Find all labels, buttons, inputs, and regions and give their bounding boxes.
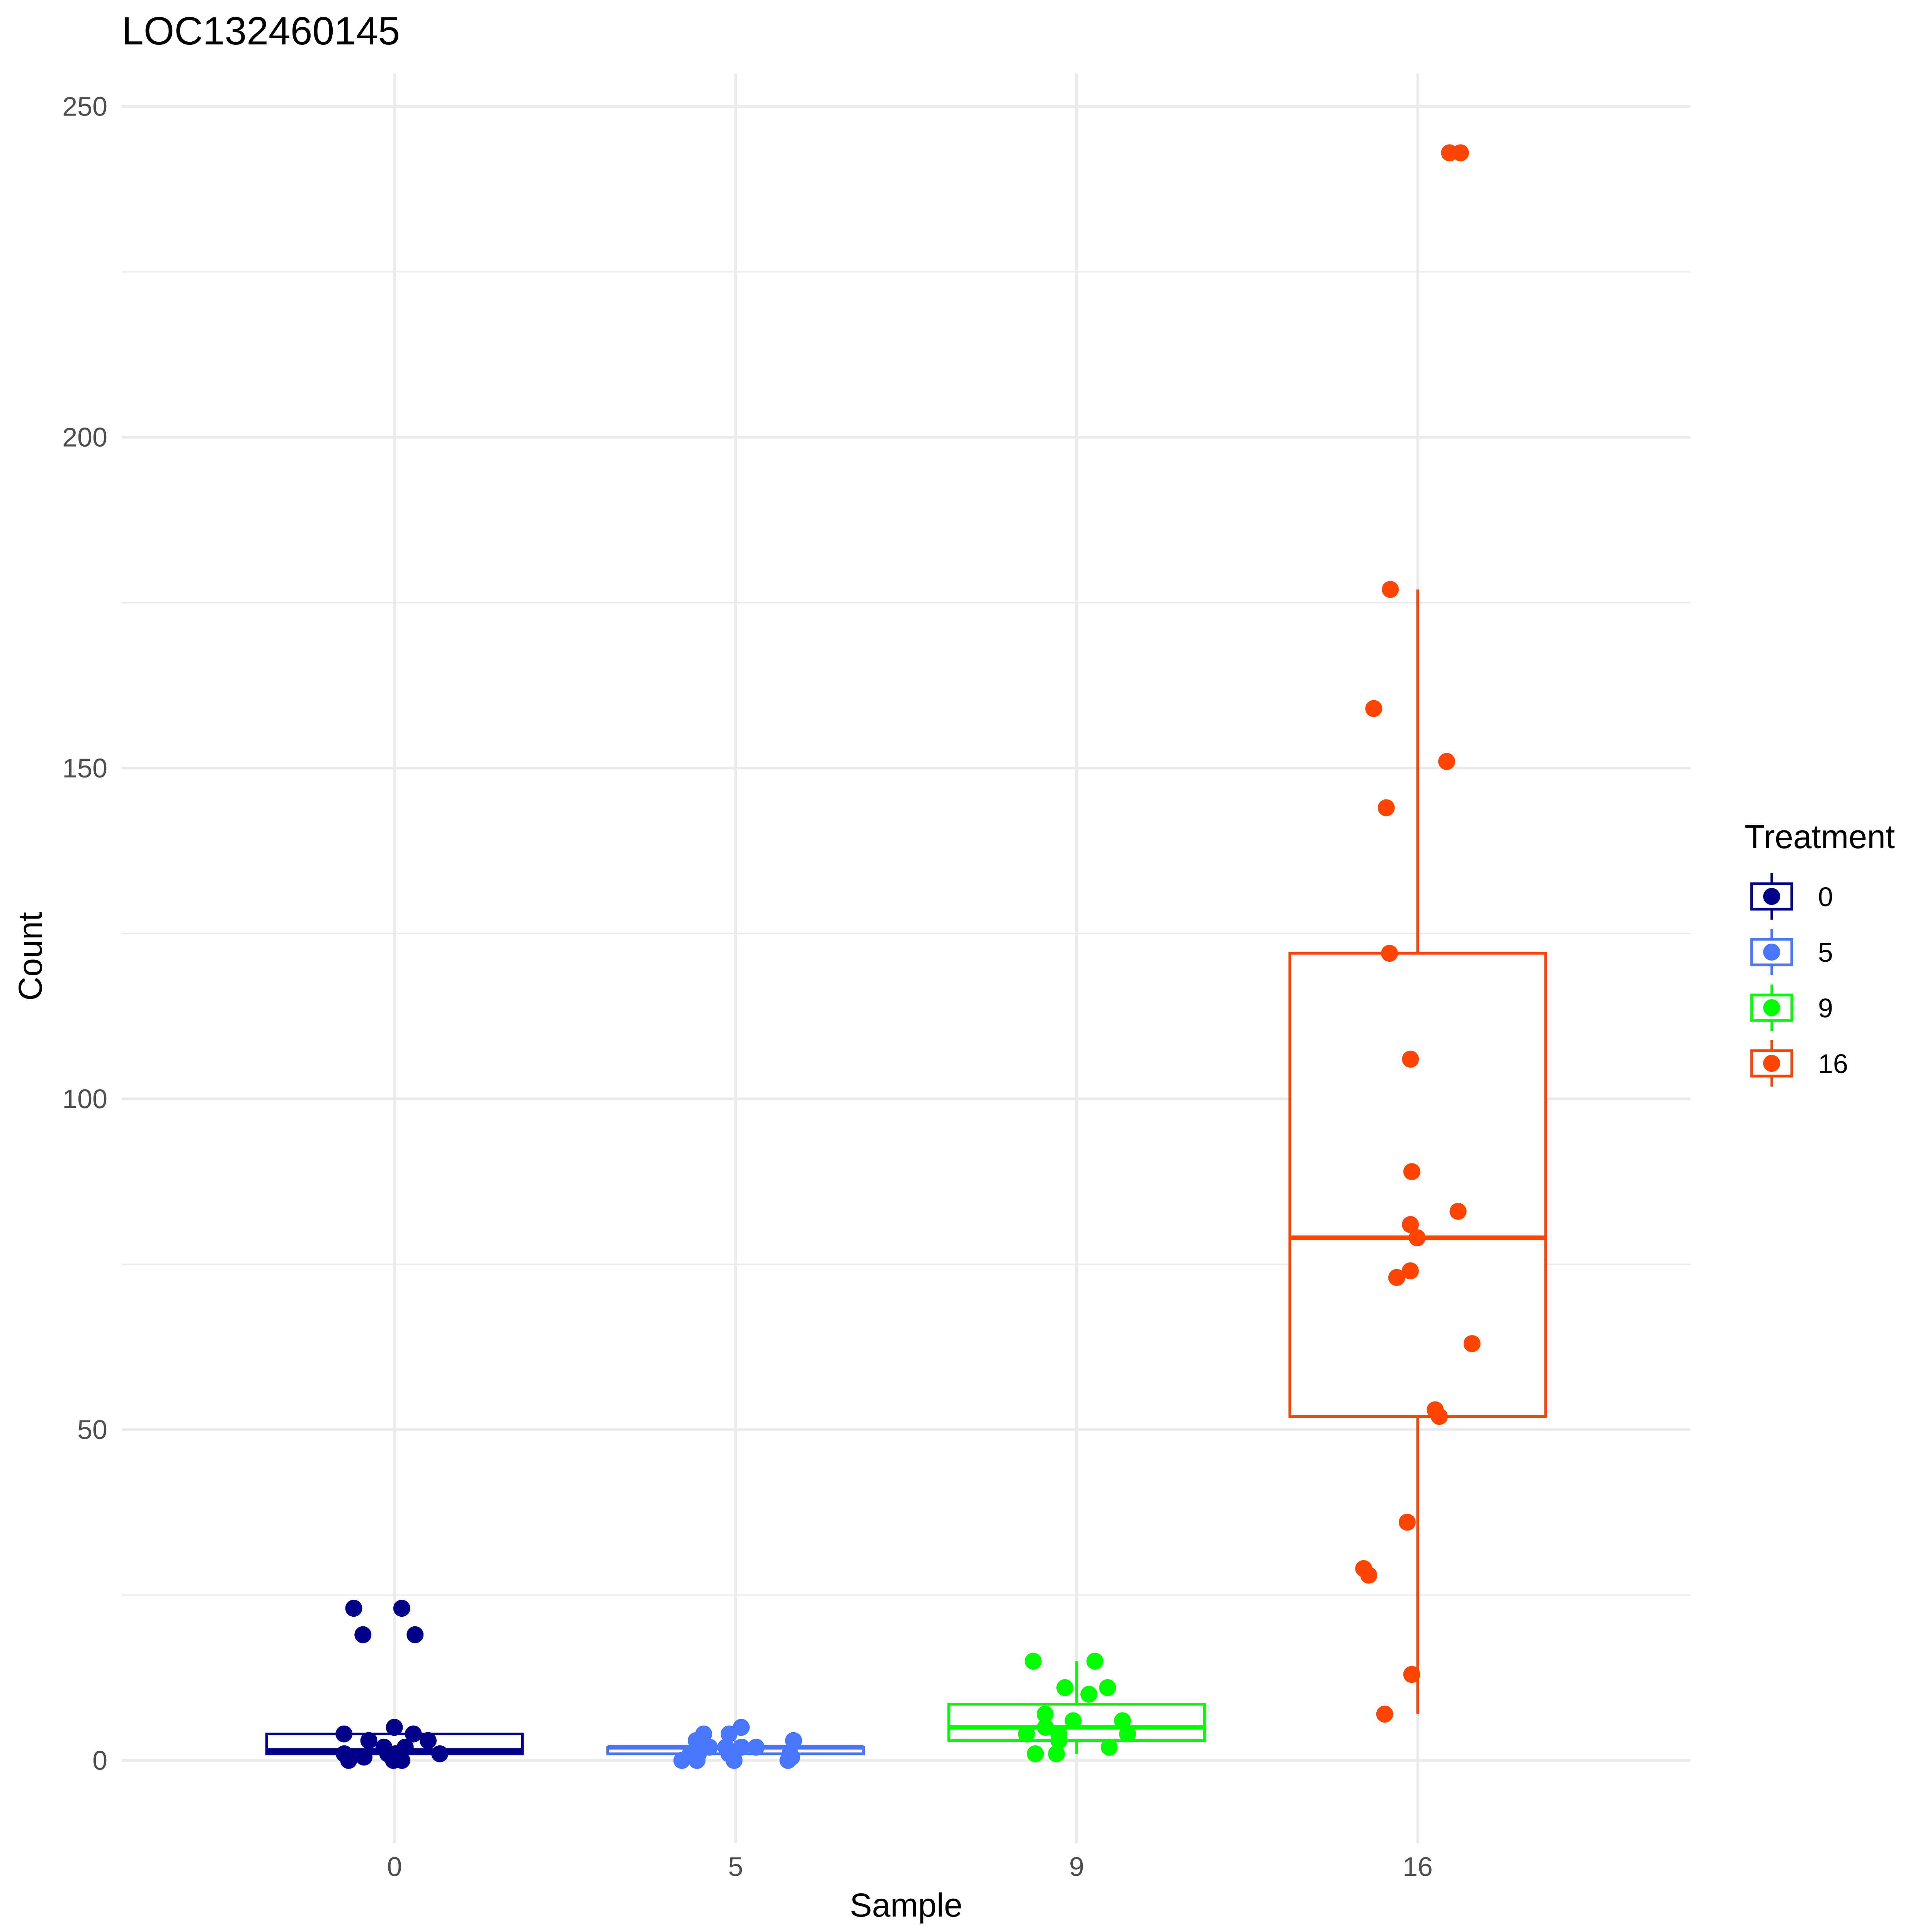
legend-title: Treatment — [1745, 818, 1895, 855]
data-point-16 — [1463, 1335, 1481, 1352]
data-point-16 — [1388, 1269, 1405, 1286]
data-point-16 — [1408, 1229, 1426, 1247]
y-tick-label: 250 — [62, 92, 107, 122]
data-point-0 — [375, 1738, 393, 1756]
data-point-16 — [1427, 1401, 1444, 1418]
data-point-16 — [1355, 1560, 1372, 1577]
data-point-5 — [717, 1738, 735, 1756]
data-point-9 — [1018, 1725, 1035, 1743]
data-point-16 — [1438, 753, 1455, 770]
data-point-0 — [396, 1738, 414, 1756]
data-point-9 — [1037, 1719, 1054, 1736]
y-axis: 0 50 100 150 200 250 — [62, 92, 107, 1776]
box-layer — [265, 589, 1547, 1760]
data-point-0 — [335, 1725, 353, 1743]
data-point-5 — [785, 1732, 802, 1749]
legend-key-0 — [1750, 873, 1793, 920]
x-tick-label: 9 — [1069, 1852, 1084, 1882]
data-point-0 — [419, 1732, 437, 1749]
legend-key-16 — [1750, 1040, 1793, 1087]
y-tick-label: 50 — [77, 1415, 107, 1445]
data-point-9 — [1119, 1725, 1136, 1743]
chart-title: LOC132460145 — [122, 9, 400, 53]
data-point-16 — [1402, 1051, 1419, 1068]
data-point-0 — [345, 1600, 362, 1617]
data-point-9 — [1027, 1745, 1044, 1762]
data-point-16 — [1403, 1666, 1420, 1683]
legend-key-5 — [1750, 929, 1793, 975]
y-tick-label: 100 — [62, 1084, 107, 1114]
y-axis-title: Count — [12, 912, 49, 1001]
data-point-16 — [1381, 945, 1398, 962]
data-point-9 — [1048, 1745, 1065, 1762]
data-point-16 — [1402, 1216, 1419, 1233]
data-point-9 — [1050, 1725, 1067, 1743]
box-iqr — [947, 1702, 1206, 1742]
data-point-16 — [1449, 1202, 1467, 1220]
data-point-9 — [1100, 1738, 1118, 1756]
data-point-0 — [406, 1626, 424, 1643]
data-point-0 — [431, 1745, 449, 1762]
y-tick-label: 0 — [92, 1745, 107, 1776]
y-tick-label: 150 — [62, 753, 107, 783]
data-point-5 — [701, 1738, 718, 1756]
legend-point — [1763, 999, 1780, 1016]
data-point-5 — [781, 1745, 799, 1762]
data-point-16 — [1452, 144, 1469, 162]
data-point-5 — [747, 1738, 765, 1756]
data-point-16 — [1401, 1262, 1419, 1279]
data-point-0 — [386, 1719, 403, 1736]
point-layer — [335, 144, 1481, 1769]
data-point-16 — [1365, 700, 1383, 717]
data-point-0 — [335, 1745, 353, 1762]
data-point-9 — [1080, 1685, 1098, 1703]
data-point-16 — [1403, 1163, 1420, 1180]
data-point-0 — [354, 1626, 372, 1643]
legend-point — [1763, 888, 1780, 905]
legend-point — [1763, 1055, 1780, 1072]
x-axis-title: Sample — [850, 1887, 963, 1924]
box-16 — [1288, 589, 1547, 1714]
data-point-9 — [1024, 1653, 1042, 1670]
legend-key-9 — [1750, 985, 1793, 1031]
data-point-9 — [1065, 1712, 1082, 1730]
data-point-9 — [1086, 1653, 1104, 1670]
x-tick-label: 16 — [1403, 1852, 1433, 1882]
data-point-16 — [1381, 581, 1399, 598]
data-point-0 — [393, 1600, 410, 1617]
data-point-16 — [1378, 799, 1395, 816]
legend-label: 5 — [1818, 937, 1833, 968]
data-point-5 — [733, 1738, 750, 1756]
data-point-9 — [1056, 1679, 1073, 1696]
data-point-16 — [1376, 1706, 1393, 1723]
y-tick-label: 200 — [62, 422, 107, 452]
x-axis: 0 5 9 16 — [387, 1852, 1433, 1882]
legend-label: 16 — [1818, 1049, 1848, 1079]
legend-point — [1763, 944, 1780, 961]
data-point-5 — [733, 1719, 750, 1736]
legend-label: 0 — [1818, 882, 1833, 912]
x-tick-label: 5 — [728, 1852, 743, 1882]
data-point-0 — [360, 1732, 378, 1749]
data-point-9 — [1114, 1712, 1131, 1730]
legend: Treatment 0 5 9 16 — [1745, 818, 1895, 1087]
box-9 — [947, 1661, 1206, 1754]
data-point-0 — [355, 1748, 372, 1766]
data-point-9 — [1099, 1679, 1116, 1696]
data-point-9 — [1036, 1706, 1054, 1723]
box-iqr — [1288, 952, 1547, 1418]
x-tick-label: 0 — [387, 1852, 402, 1882]
data-point-5 — [695, 1725, 713, 1743]
legend-label: 9 — [1818, 993, 1833, 1023]
data-point-16 — [1398, 1514, 1416, 1531]
data-point-0 — [405, 1725, 422, 1743]
